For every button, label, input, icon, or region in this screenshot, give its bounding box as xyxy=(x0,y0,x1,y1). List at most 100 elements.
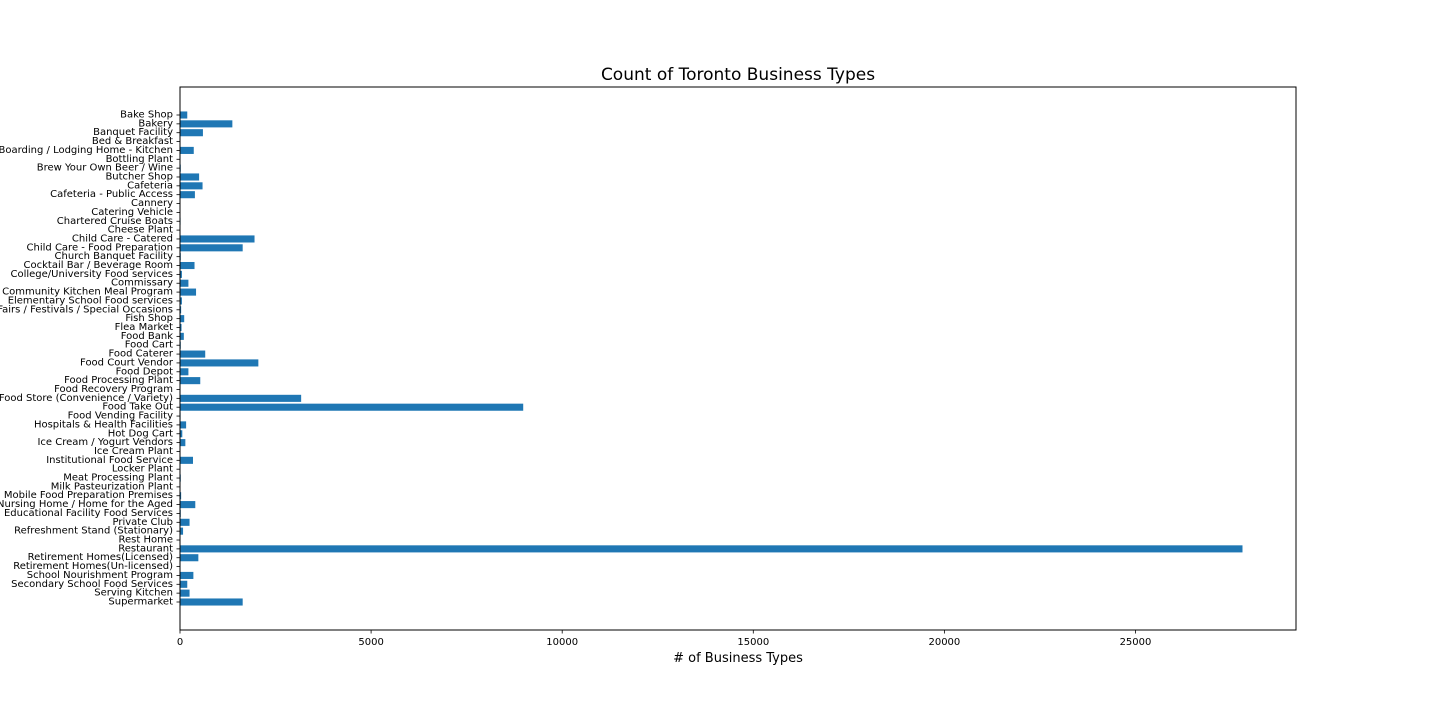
x-tick-label: 25000 xyxy=(1120,637,1152,648)
bar xyxy=(180,235,255,243)
y-tick-label: Food Depot xyxy=(116,366,173,377)
bar xyxy=(180,394,302,402)
y-tick-label: Food Cart xyxy=(125,340,173,351)
bar xyxy=(180,501,196,509)
y-tick-label: School Nourishment Program xyxy=(27,570,173,581)
bar xyxy=(180,288,197,296)
bar xyxy=(180,439,186,447)
bar xyxy=(180,580,188,588)
bar xyxy=(180,297,182,305)
y-tick-label: Food Recovery Program xyxy=(54,384,173,395)
bar xyxy=(180,518,190,526)
bar xyxy=(180,589,190,597)
y-tick-label: Cafeteria xyxy=(127,180,173,191)
bar xyxy=(180,270,182,278)
y-tick-label: Fish Shop xyxy=(125,313,173,324)
y-tick-label: Food Processing Plant xyxy=(64,375,173,386)
y-tick-label: Church Banquet Facility xyxy=(55,251,174,262)
y-tick-label: Institutional Food Service xyxy=(46,455,173,466)
y-tick-label: Serving Kitchen xyxy=(94,588,173,599)
y-tick-label: Milk Pasteurization Plant xyxy=(51,481,173,492)
bar xyxy=(180,244,243,252)
bar xyxy=(180,359,259,367)
bar xyxy=(180,527,184,535)
y-tick-label: Mobile Food Preparation Premises xyxy=(4,490,173,501)
y-tick-label: Bake Shop xyxy=(120,110,173,121)
x-tick-label: 10000 xyxy=(546,637,578,648)
x-tick-label: 0 xyxy=(177,637,183,648)
y-tick-label: Ice Cream / Yogurt Vendors xyxy=(37,437,173,448)
bar xyxy=(180,129,203,137)
y-tick-label: Supermarket xyxy=(108,597,173,608)
y-tick-label: Meat Processing Plant xyxy=(63,473,173,484)
y-tick-label: Nursing Home / Home for the Aged xyxy=(0,499,173,510)
y-tick-label: Cocktail Bar / Beverage Room xyxy=(24,260,173,271)
bar xyxy=(180,430,183,438)
bar xyxy=(180,545,1243,553)
y-tick-label: Retirement Homes(Un-licensed) xyxy=(13,561,173,572)
y-tick-label: Educational Facility Food Services xyxy=(4,508,173,519)
y-tick-label: Chartered Cruise Boats xyxy=(57,216,173,227)
bar xyxy=(180,111,188,119)
x-tick-label: 15000 xyxy=(737,637,769,648)
y-tick-label: Community Kitchen Meal Program xyxy=(2,287,173,298)
x-axis-label: # of Business Types xyxy=(673,651,803,666)
y-tick-label: Ice Cream Plant xyxy=(94,446,173,457)
chart-title: Count of Toronto Business Types xyxy=(601,65,875,85)
bar xyxy=(180,146,194,154)
bar xyxy=(180,120,233,128)
x-axis-ticks: 0 5000 10000 15000 20000 25000 xyxy=(177,630,1152,648)
y-tick-label: Brew Your Own Beer / Wine xyxy=(37,163,173,174)
y-tick-label: Cafeteria - Public Access xyxy=(50,189,173,200)
bar xyxy=(180,173,200,181)
bar xyxy=(180,279,189,287)
bar xyxy=(180,554,199,562)
bar xyxy=(180,261,195,270)
y-tick-label: Banquet Facility xyxy=(93,127,173,138)
y-tick-label: Food Vending Facility xyxy=(68,411,173,422)
y-tick-label: Food Bank xyxy=(121,331,173,342)
bar xyxy=(180,403,524,411)
y-tick-label: Bakery xyxy=(138,118,173,129)
y-tick-label: Cheese Plant xyxy=(108,225,173,236)
y-tick-label: Child Care - Food Preparation xyxy=(27,242,173,253)
x-tick-label: 20000 xyxy=(928,637,960,648)
y-tick-label: Hospitals & Health Facilities xyxy=(34,419,173,430)
y-tick-label: Bed & Breakfast xyxy=(92,136,173,147)
y-tick-label: Cannery xyxy=(131,198,173,209)
y-tick-label: Food Court Vendor xyxy=(80,357,174,368)
y-tick-label: Private Club xyxy=(113,517,174,528)
bar xyxy=(180,571,194,579)
bar xyxy=(180,377,201,385)
bar xyxy=(180,182,203,190)
bar xyxy=(180,306,182,314)
y-tick-label: Elementary School Food services xyxy=(8,295,173,306)
y-tick-label: Restaurant xyxy=(118,543,173,554)
y-tick-label: Child Care - Catered xyxy=(72,233,173,244)
bar xyxy=(180,492,182,500)
bar xyxy=(180,421,187,429)
bar xyxy=(180,368,189,376)
y-tick-label: Commissary xyxy=(111,278,173,289)
y-tick-label: Bottling Plant xyxy=(106,154,174,165)
bar xyxy=(180,323,182,332)
bar xyxy=(180,456,193,464)
y-tick-label: Catering Vehicle xyxy=(91,207,173,218)
y-tick-label: Fairs / Festivals / Special Occasions xyxy=(0,304,173,315)
plot-frame xyxy=(179,86,1297,631)
bar xyxy=(180,598,243,606)
y-tick-label: Hot Dog Cart xyxy=(108,428,173,439)
bar xyxy=(180,332,184,340)
y-tick-label: Flea Market xyxy=(115,322,173,333)
bar xyxy=(180,191,195,199)
y-tick-label: Retirement Homes(Licensed) xyxy=(28,552,173,563)
y-tick-label: Secondary School Food Services xyxy=(11,579,173,590)
y-tick-label: Locker Plant xyxy=(112,464,173,475)
y-tick-label: Butcher Shop xyxy=(105,171,173,182)
y-tick-label: Rest Home xyxy=(119,535,174,546)
y-tick-label: Food Take Out xyxy=(102,402,173,413)
y-tick-label: Food Store (Convenience / Variety) xyxy=(0,393,173,404)
y-tick-label: College/University Food services xyxy=(11,269,174,280)
